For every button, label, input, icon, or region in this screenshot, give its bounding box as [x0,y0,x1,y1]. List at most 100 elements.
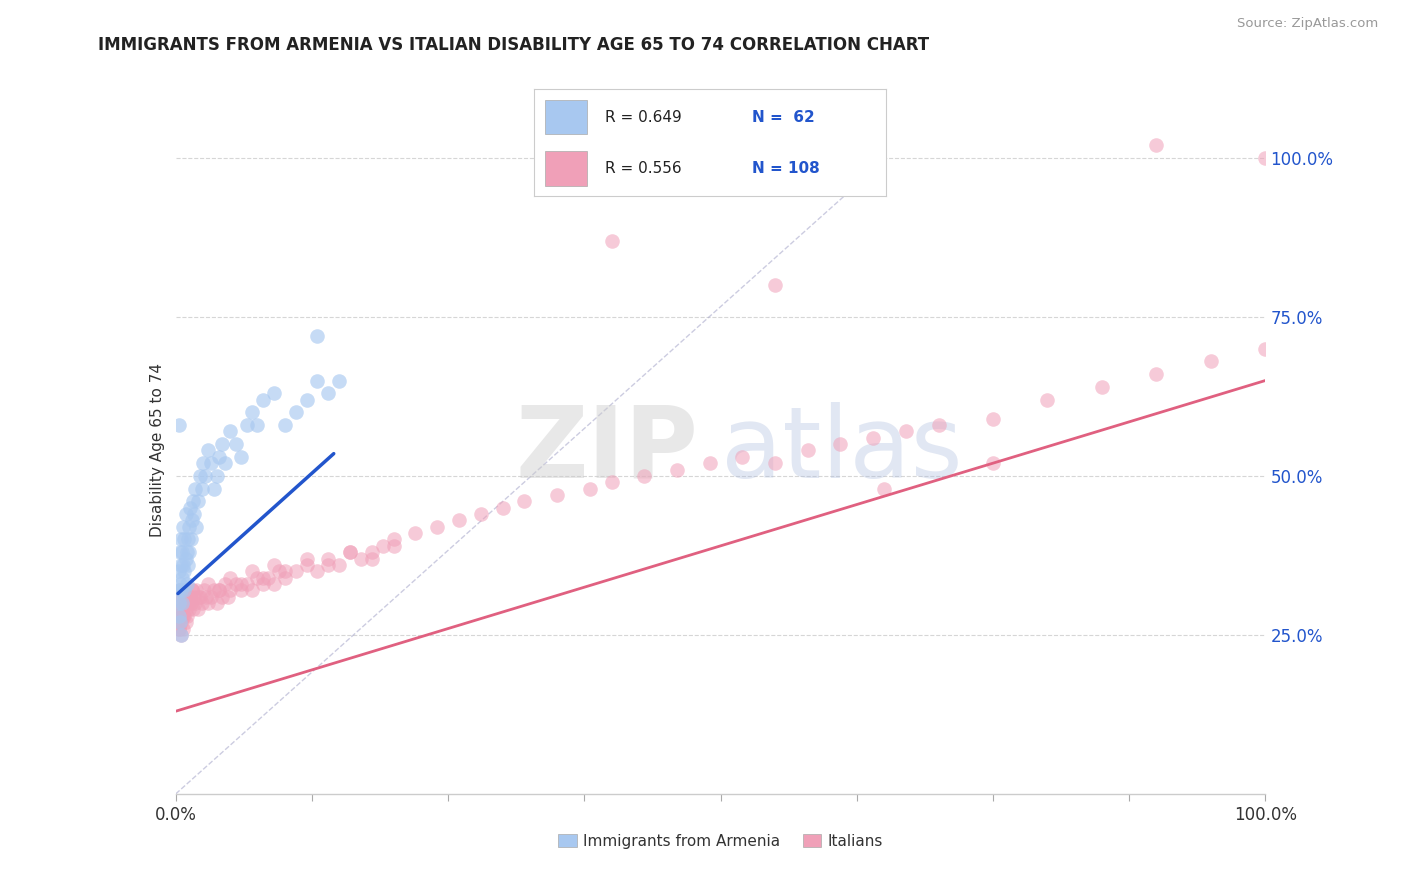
Point [200,590,222,604]
Point [252,392,274,407]
Point [579,482,602,496]
Point [172,596,194,610]
Point [1199,354,1222,368]
FancyBboxPatch shape [544,152,588,186]
Point [167,608,190,623]
Point [307,329,329,343]
Point [181,494,204,508]
Point [426,520,449,534]
Point [492,500,515,515]
Point [172,571,194,585]
Text: Source: ZipAtlas.com: Source: ZipAtlas.com [1237,17,1378,29]
Point [186,520,208,534]
Point [295,551,318,566]
Point [862,431,884,445]
Point [246,571,269,585]
Point [177,545,200,559]
Point [1254,151,1277,165]
Point [169,615,191,630]
Point [211,437,233,451]
Point [350,551,373,566]
Point [177,520,200,534]
Point [231,577,253,591]
Point [202,583,225,598]
Point [177,533,200,547]
Point [208,450,231,464]
Point [240,583,263,598]
Point [197,577,219,591]
Point [274,564,297,578]
Point [176,590,198,604]
Point [179,590,201,604]
Point [172,622,194,636]
Point [172,596,194,610]
Point [382,539,405,553]
Point [167,583,190,598]
Point [169,583,191,598]
Point [181,513,204,527]
Point [174,596,197,610]
Point [191,482,214,496]
Point [173,596,195,610]
Point [183,590,205,604]
Point [928,417,950,432]
Point [328,558,350,572]
Point [235,577,257,591]
Text: R = 0.649: R = 0.649 [605,110,682,125]
Point [318,551,340,566]
Point [167,596,190,610]
Point [318,558,340,572]
Point [191,596,214,610]
Point [211,590,233,604]
Point [172,558,194,572]
Text: N = 108: N = 108 [752,161,820,176]
Point [447,513,470,527]
Point [981,456,1004,470]
Point [339,545,361,559]
Point [172,520,194,534]
Y-axis label: Disability Age 65 to 74: Disability Age 65 to 74 [149,363,165,538]
Legend: Immigrants from Armenia, Italians: Immigrants from Armenia, Italians [553,828,889,855]
Point [830,437,852,451]
Point [181,583,204,598]
Point [176,545,198,559]
Point [796,443,818,458]
Point [188,590,211,604]
Point [873,482,896,496]
Point [170,558,193,572]
Point [328,374,350,388]
Point [167,608,190,623]
Point [360,545,382,559]
Point [169,615,191,630]
Point [1036,392,1059,407]
Point [172,608,194,623]
Point [167,564,190,578]
Point [174,602,197,616]
Point [307,564,329,578]
Point [202,482,225,496]
Point [169,545,191,559]
Point [219,571,242,585]
Point [1144,367,1167,381]
Text: IMMIGRANTS FROM ARMENIA VS ITALIAN DISABILITY AGE 65 TO 74 CORRELATION CHART: IMMIGRANTS FROM ARMENIA VS ITALIAN DISAB… [98,36,929,54]
Point [225,577,247,591]
Point [197,596,219,610]
Point [205,469,228,483]
Point [699,456,721,470]
Point [1144,138,1167,153]
Point [600,475,623,490]
Point [763,456,786,470]
Text: N =  62: N = 62 [752,110,815,125]
Point [186,583,208,598]
Point [186,602,209,616]
Point [295,558,318,572]
Point [195,590,218,604]
Point [186,590,209,604]
Point [183,507,205,521]
Point [405,526,427,541]
Point [186,494,209,508]
Point [263,386,285,401]
Point [170,628,193,642]
Point [981,411,1004,425]
Point [274,571,297,585]
